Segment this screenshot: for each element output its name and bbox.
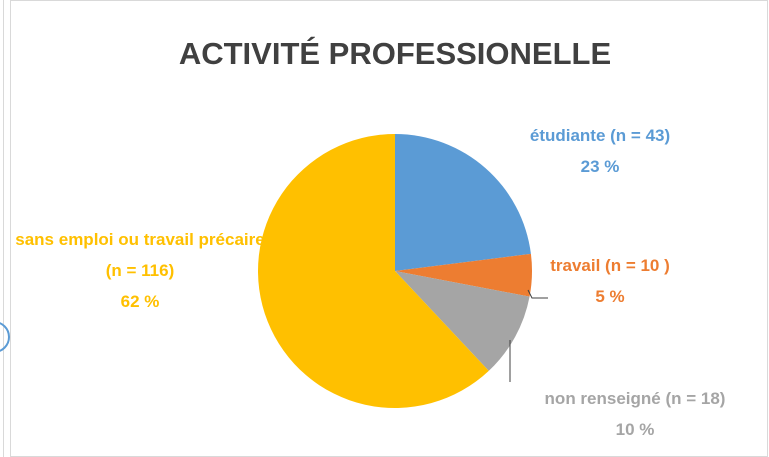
pie-slice [258,134,489,409]
category-label: travail (n = 10 ) [550,256,670,275]
data-label: travail (n = 10 ) 5 % [540,250,680,312]
value-label: 62 % [120,292,160,311]
chart-title: ACTIVITÉ PROFESSIONELLE [179,36,611,71]
pie-slice [395,253,532,297]
leader-line [527,289,548,299]
value-label: 10 % [615,420,655,439]
pie [258,134,532,409]
category-label: non renseigné (n = 18) [544,389,726,408]
edge-arc [0,322,10,352]
pie-slice [395,271,530,371]
data-label: non renseigné (n = 18) 10 % [500,383,769,445]
value-label: 23 % [580,157,620,176]
data-label: sans emploi ou travail précaire (n = 116… [0,224,280,317]
category-label: sans emploi ou travail précaire (n = 116… [15,230,265,280]
data-label: étudiante (n = 43) 23 % [480,120,720,182]
pie-slice [395,134,531,271]
value-label: 5 % [595,287,625,306]
category-label: étudiante (n = 43) [529,126,671,145]
